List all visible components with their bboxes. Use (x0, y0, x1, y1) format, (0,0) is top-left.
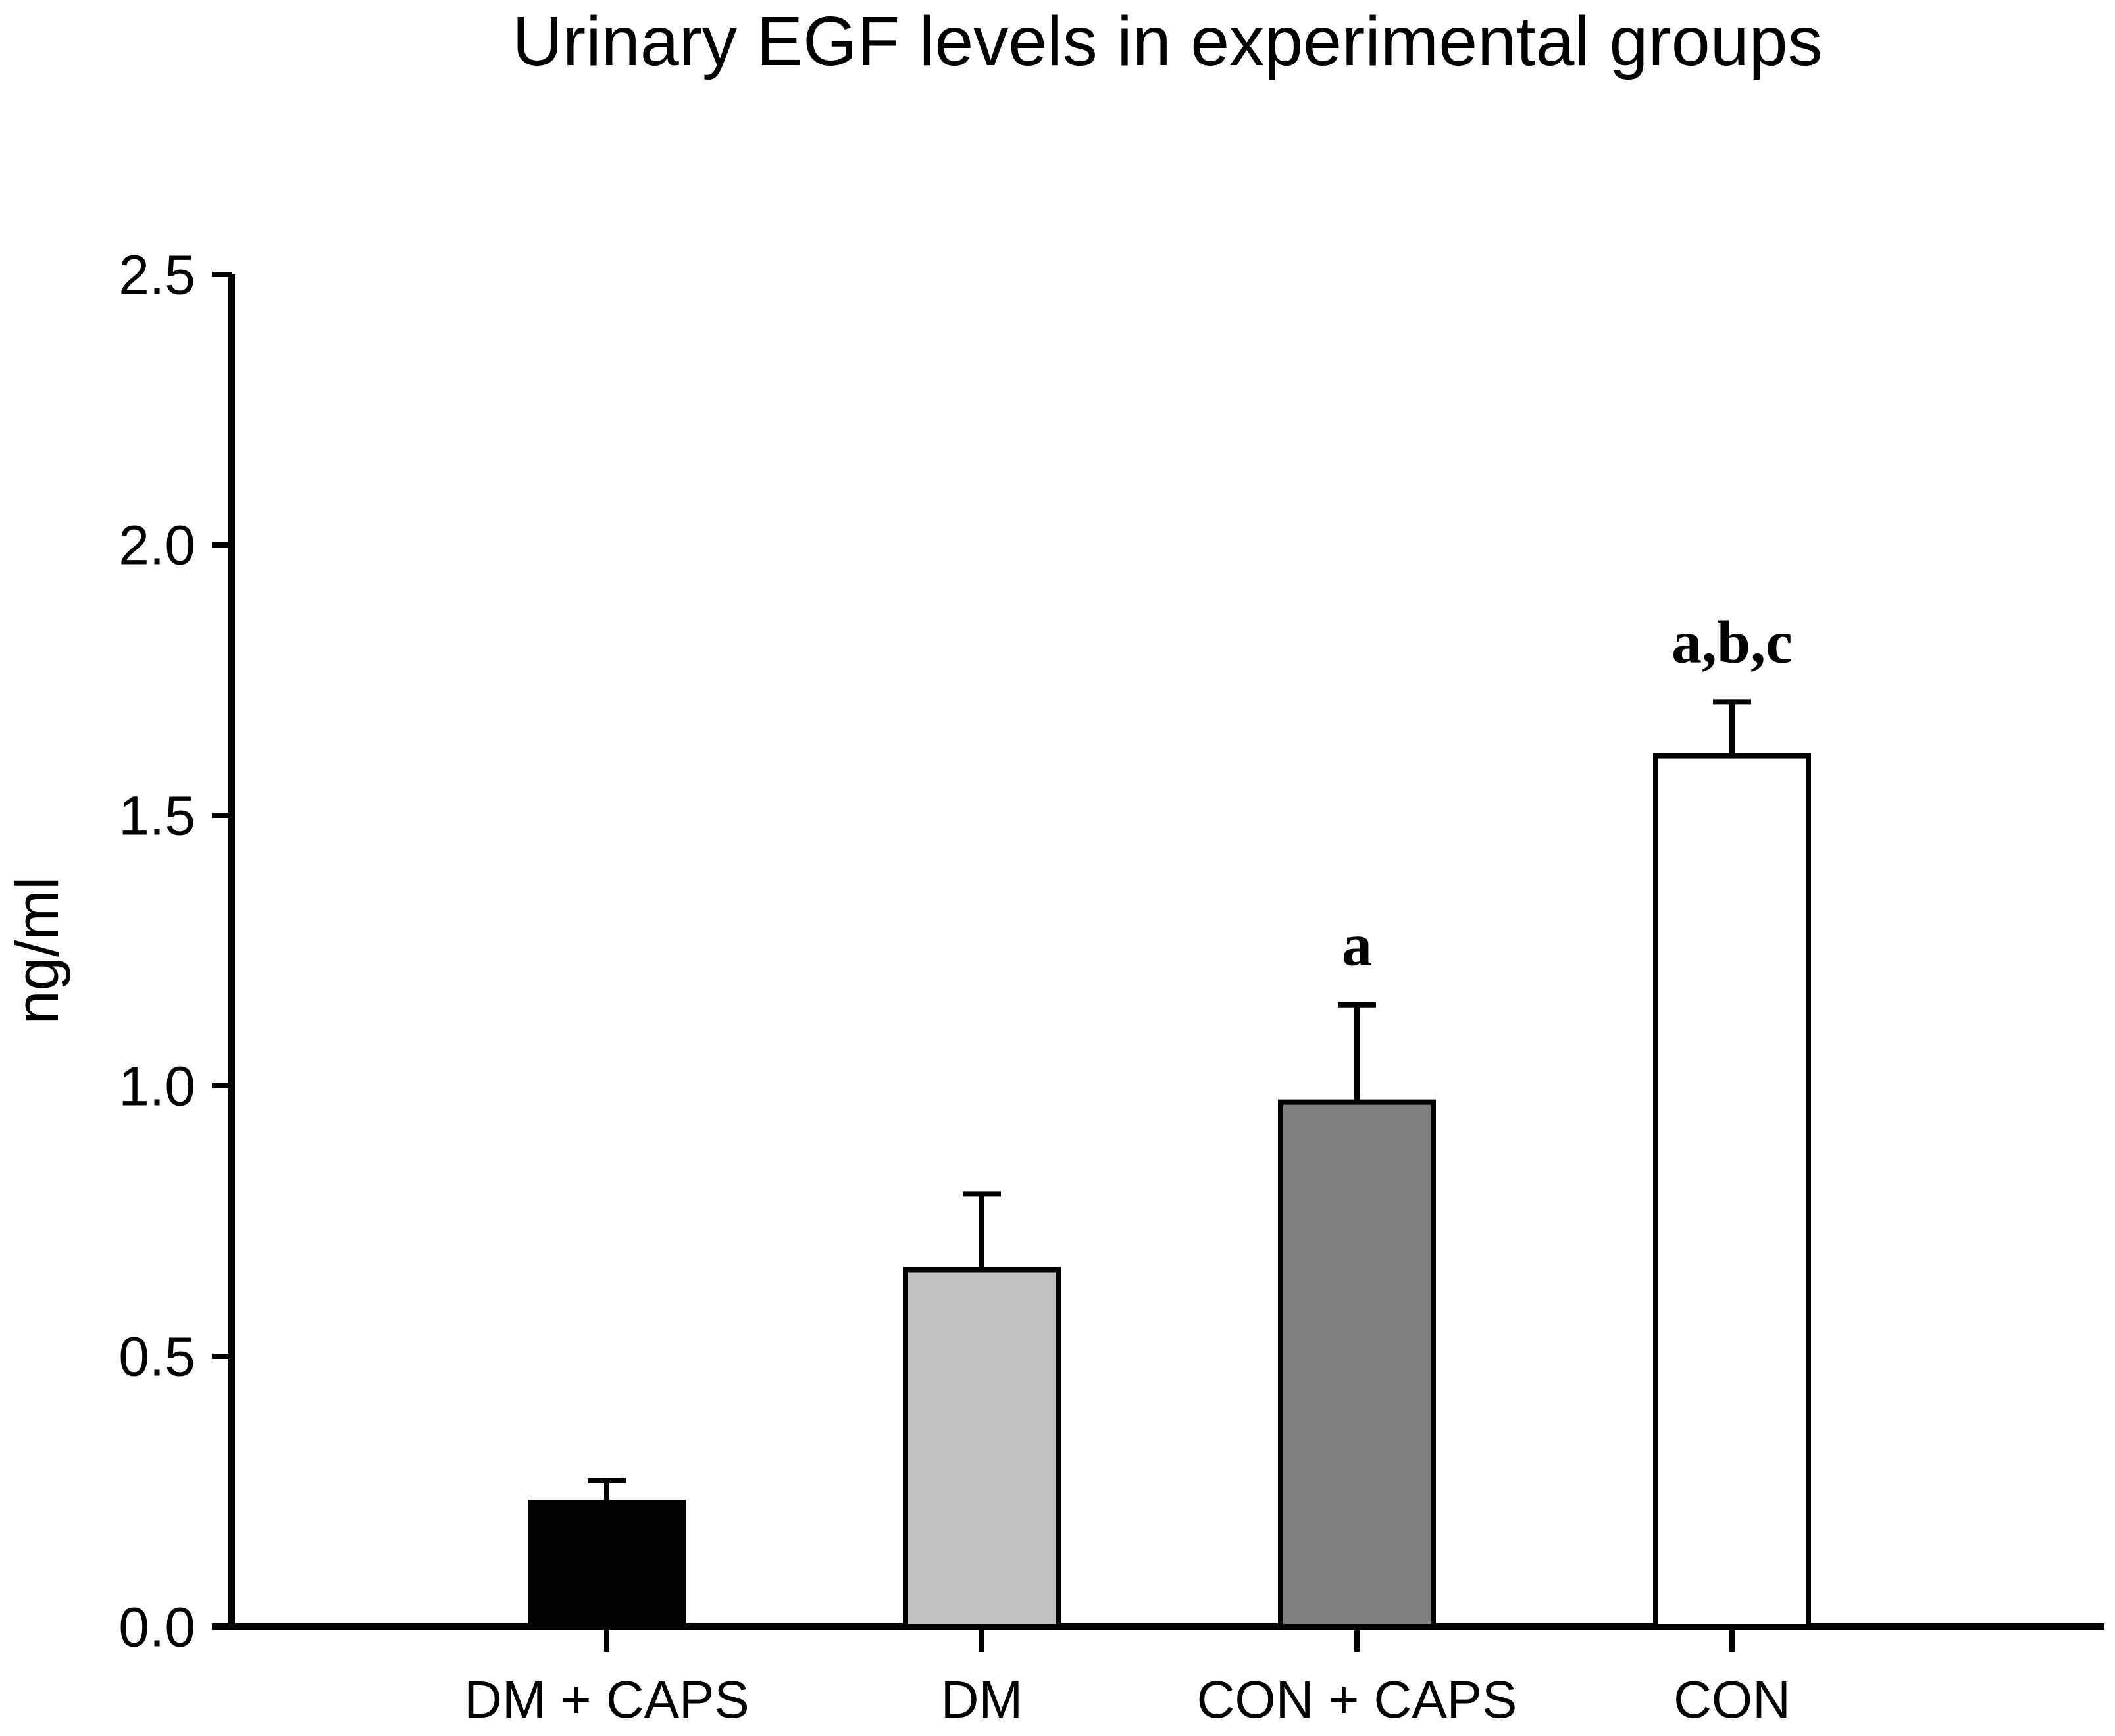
bar (528, 1499, 686, 1629)
y-tick-label: 0.5 (118, 1325, 195, 1387)
x-category-label: CON (1673, 1670, 1791, 1729)
y-tick-label: 2.0 (118, 514, 195, 576)
bar (1653, 753, 1811, 1629)
y-tick-label: 0.0 (118, 1596, 195, 1658)
y-tick-label: 1.5 (118, 784, 195, 846)
chart-title: Urinary EGF levels in experimental group… (512, 3, 1823, 80)
y-tick-label: 2.5 (118, 243, 195, 305)
y-tick-label: 1.0 (118, 1055, 195, 1117)
bar (1278, 1099, 1436, 1630)
significance-annotation: a,b,c (1671, 608, 1793, 675)
x-category-label: DM + CAPS (464, 1670, 749, 1729)
x-category-label: DM (941, 1670, 1023, 1729)
significance-annotation: a (1342, 911, 1372, 979)
bar (903, 1267, 1061, 1629)
x-category-label: CON + CAPS (1197, 1670, 1517, 1729)
